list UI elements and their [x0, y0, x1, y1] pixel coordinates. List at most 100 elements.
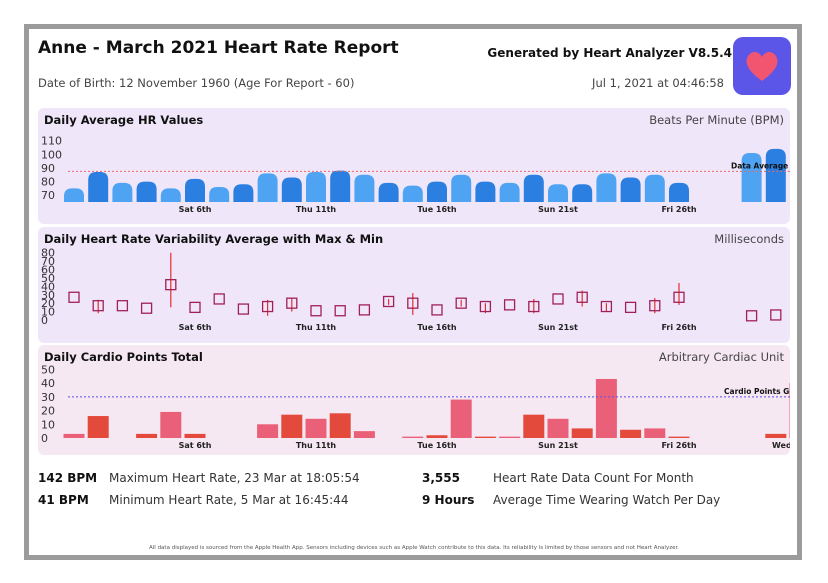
average-box	[552, 293, 564, 305]
average-box	[358, 304, 371, 316]
cardio-chart-unit: Arbitrary Cardiac Unit	[658, 350, 784, 364]
average-box	[68, 291, 80, 303]
average-box	[213, 293, 225, 305]
summary-data-count: 3,555 Heart Rate Data Count For Month	[422, 471, 782, 487]
hr-chart-title: Daily Average HR Values	[44, 113, 204, 127]
bar	[233, 184, 254, 202]
bar	[668, 436, 690, 438]
summary-value: 9 Hours	[422, 493, 475, 507]
generated-by: Generated by Heart Analyzer V8.5.4	[487, 46, 732, 60]
bar	[306, 172, 326, 202]
summary-max-hr: 142 BPM Maximum Heart Rate, 23 Mar at 18…	[38, 471, 398, 487]
y-tick-label: 0	[41, 314, 48, 327]
bar	[402, 185, 423, 202]
bar	[547, 418, 569, 438]
hr-chart-unit: Beats Per Minute (BPM)	[649, 113, 784, 127]
x-tick-label: Tue 16th	[417, 441, 456, 450]
bar	[87, 416, 109, 438]
footer-disclaimer: All data displayed is sourced from the A…	[149, 545, 679, 551]
summary-desc: Heart Rate Data Count For Month	[493, 471, 694, 485]
bar	[378, 182, 399, 202]
x-tick-label: Thu 11th	[296, 441, 337, 450]
summary-desc: Average Time Wearing Watch Per Day	[493, 493, 721, 507]
bar	[669, 182, 689, 202]
bar	[63, 433, 85, 438]
bar	[281, 177, 302, 202]
bar	[620, 429, 642, 438]
y-tick-label: 70	[41, 189, 55, 202]
bar	[257, 424, 279, 438]
bar	[402, 436, 424, 438]
summary-desc: Minimum Heart Rate, 5 Mar at 16:45:44	[109, 493, 349, 507]
report-timestamp: Jul 1, 2021 at 04:46:58	[592, 76, 724, 90]
bar	[160, 188, 181, 202]
y-tick-label: 10	[41, 418, 55, 431]
hrv-chart-unit: Milliseconds	[714, 232, 784, 246]
summary-value: 142 BPM	[38, 471, 98, 485]
reference-label: Data Average	[731, 161, 788, 170]
average-box	[770, 309, 782, 321]
average-box	[165, 279, 177, 291]
y-tick-label: 50	[41, 272, 55, 285]
bar	[523, 174, 544, 202]
summary-value: 41 BPM	[38, 493, 89, 507]
y-tick-label: 80	[41, 247, 55, 260]
cardio-panel: Daily Cardio Points Total Arbitrary Card…	[38, 345, 790, 455]
bar	[644, 174, 665, 202]
y-tick-label: 70	[41, 255, 55, 268]
date-of-birth: Date of Birth: 12 November 1960 (Age For…	[38, 76, 355, 90]
bar	[595, 378, 617, 438]
y-tick-label: 10	[41, 306, 55, 319]
bar	[765, 433, 787, 438]
average-box	[455, 297, 467, 309]
bar	[209, 187, 230, 202]
summary-min-hr: 41 BPM Minimum Heart Rate, 5 Mar at 16:4…	[38, 493, 398, 509]
hr-average-panel: Daily Average HR Values Beats Per Minute…	[38, 108, 790, 224]
bar	[620, 177, 641, 202]
bar	[353, 431, 375, 438]
bar	[112, 182, 133, 202]
bar	[330, 170, 351, 202]
x-tick-label: Sat 6th	[179, 441, 212, 450]
bar	[426, 435, 448, 438]
bar	[136, 433, 158, 438]
summary-desc: Maximum Heart Rate, 23 Mar at 18:05:54	[109, 471, 360, 485]
average-box	[261, 300, 274, 313]
x-tick-label: Sun 21st	[538, 441, 578, 450]
bar	[450, 399, 472, 438]
hrv-chart-title: Daily Heart Rate Variability Average wit…	[44, 232, 384, 246]
average-box	[310, 305, 322, 317]
y-tick-label: 20	[41, 405, 55, 418]
bar	[789, 383, 790, 438]
bar	[474, 436, 496, 438]
x-tick-label: Fri 26th	[661, 323, 696, 332]
y-tick-label: 110	[41, 135, 62, 148]
y-tick-label: 40	[41, 280, 55, 293]
bar	[160, 411, 182, 438]
bar	[185, 178, 205, 202]
bar	[475, 181, 496, 202]
y-tick-label: 30	[41, 289, 55, 302]
report-title: Anne - March 2021 Heart Rate Report	[38, 38, 399, 58]
bar	[427, 181, 447, 202]
average-box	[624, 301, 637, 314]
bar	[523, 414, 545, 438]
summary-wear-time: 9 Hours Average Time Wearing Watch Per D…	[422, 493, 782, 509]
bar	[596, 173, 617, 202]
x-tick-label: Wed 31s	[772, 441, 790, 450]
bar	[305, 418, 327, 438]
heart-icon	[746, 51, 778, 81]
bar	[765, 148, 786, 202]
average-box	[92, 300, 104, 312]
bar	[281, 414, 303, 438]
x-tick-label: Thu 11th	[296, 205, 337, 214]
x-tick-label: Tue 16th	[417, 323, 456, 332]
y-tick-label: 50	[41, 363, 55, 376]
x-tick-label: Sun 21st	[538, 205, 578, 214]
y-tick-label: 40	[41, 377, 55, 390]
bar	[451, 174, 472, 202]
average-box	[382, 295, 395, 308]
bar	[572, 184, 593, 202]
average-box	[673, 291, 685, 303]
